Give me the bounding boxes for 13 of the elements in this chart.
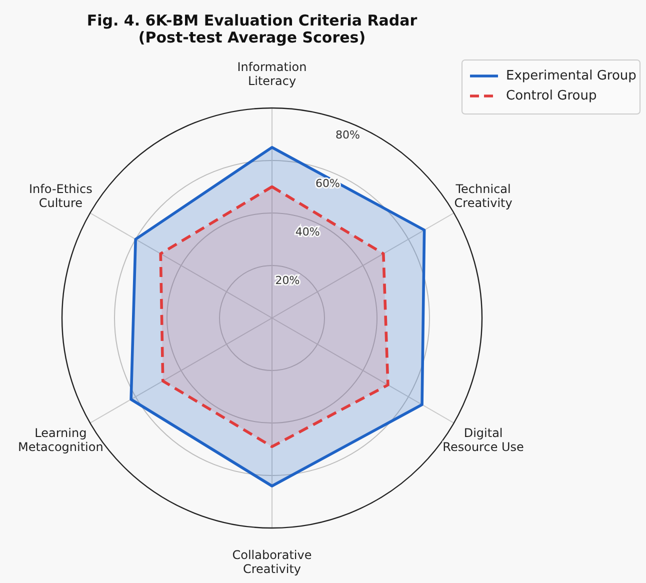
chart-title: Fig. 4. 6K-BM Evaluation Criteria Radar (Post-test Average Scores) bbox=[86, 12, 418, 46]
spoke-label: Information Literacy bbox=[237, 60, 307, 88]
spoke-label: Learning Metacognition bbox=[18, 426, 104, 454]
legend-label: Control Group bbox=[506, 88, 597, 104]
y-tick-label: 20% bbox=[275, 274, 300, 288]
spoke-label: Collaborative Creativity bbox=[232, 548, 312, 576]
y-tick-label: 40% bbox=[295, 226, 320, 239]
spoke-label: Info-Ethics Culture bbox=[29, 182, 92, 210]
y-tick-label: 80% bbox=[336, 128, 360, 142]
y-tick-label: 60% bbox=[315, 177, 340, 190]
legend-label: Experimental Group bbox=[506, 68, 636, 84]
spoke-label: Digital Resource Use bbox=[442, 426, 524, 454]
spoke-label: Technical Creativity bbox=[454, 182, 512, 210]
